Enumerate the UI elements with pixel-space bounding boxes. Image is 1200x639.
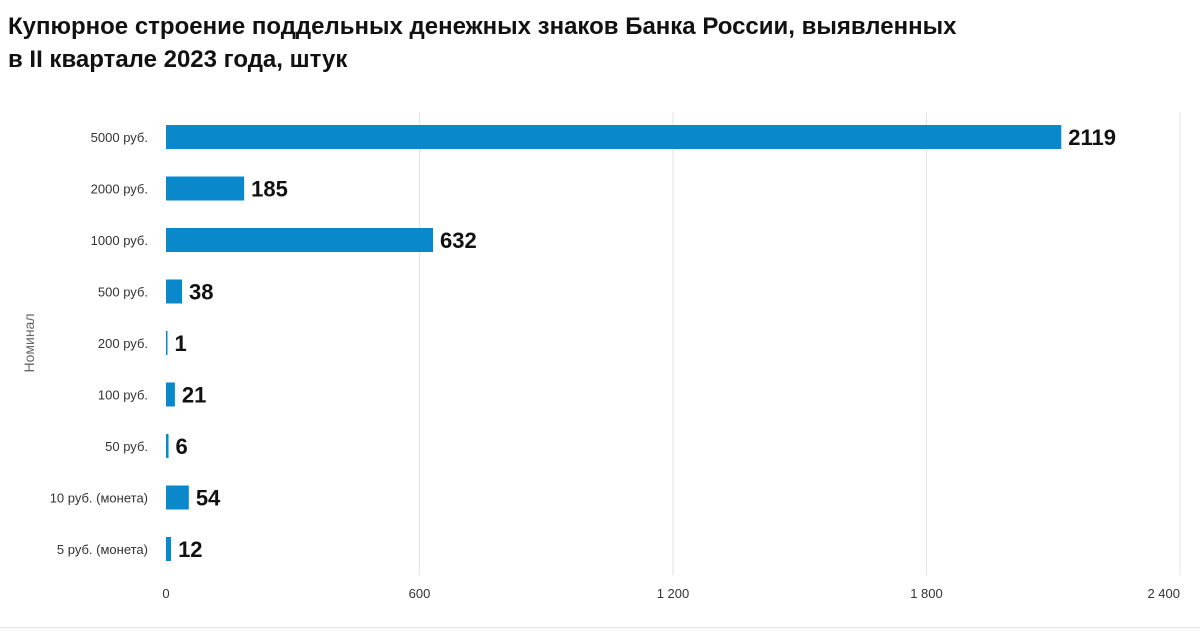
x-tick-label: 1 800 <box>910 586 943 601</box>
bar <box>166 382 175 407</box>
bar <box>166 125 1062 149</box>
bar <box>166 176 245 201</box>
chart-title: Купюрное строение поддельных денежных зн… <box>8 10 1108 76</box>
category-label: 5000 руб. <box>91 130 148 145</box>
chart-title-line: Купюрное строение поддельных денежных зн… <box>8 13 957 40</box>
category-labels: 5000 руб. 2000 руб. 1000 руб. 500 руб. 200 р… <box>50 130 148 557</box>
data-label: 2119 <box>1068 125 1116 150</box>
x-axis-ticks: 0 600 1 200 1 800 2 400 <box>162 586 1180 601</box>
category-label: 50 руб. <box>105 439 148 454</box>
x-tick-label: 1 200 <box>657 586 690 601</box>
category-label: 10 руб. (монета) <box>50 491 148 506</box>
y-axis-title: Номинал <box>21 313 37 372</box>
data-label: 38 <box>189 280 213 305</box>
bottom-divider <box>0 627 1200 628</box>
bar <box>166 228 434 252</box>
category-label: 500 руб. <box>98 285 148 300</box>
chart-title-line: в II квартале 2023 года, штук <box>8 46 348 73</box>
data-label: 6 <box>176 434 188 459</box>
bar <box>166 331 168 355</box>
category-label: 5 руб. (монета) <box>57 542 148 557</box>
x-tick-label: 2 400 <box>1147 586 1180 601</box>
x-tick-label: 600 <box>409 586 431 601</box>
data-label: 21 <box>182 383 206 408</box>
bar <box>166 279 183 304</box>
category-label: 1000 руб. <box>91 233 148 248</box>
bar <box>166 485 189 510</box>
grid-lines <box>419 112 1181 575</box>
data-label: 12 <box>178 537 202 562</box>
data-label: 185 <box>251 177 288 202</box>
category-label: 2000 руб. <box>91 182 148 197</box>
category-label: 100 руб. <box>98 388 148 403</box>
category-label: 200 руб. <box>98 336 148 351</box>
data-labels: 2119 185 632 38 1 21 6 54 12 <box>175 125 1117 562</box>
bar <box>166 434 169 458</box>
data-label: 54 <box>196 486 221 511</box>
bars <box>166 125 1062 561</box>
x-tick-label: 0 <box>162 586 169 601</box>
data-label: 1 <box>175 331 187 356</box>
bar <box>166 537 172 561</box>
data-label: 632 <box>440 228 477 253</box>
